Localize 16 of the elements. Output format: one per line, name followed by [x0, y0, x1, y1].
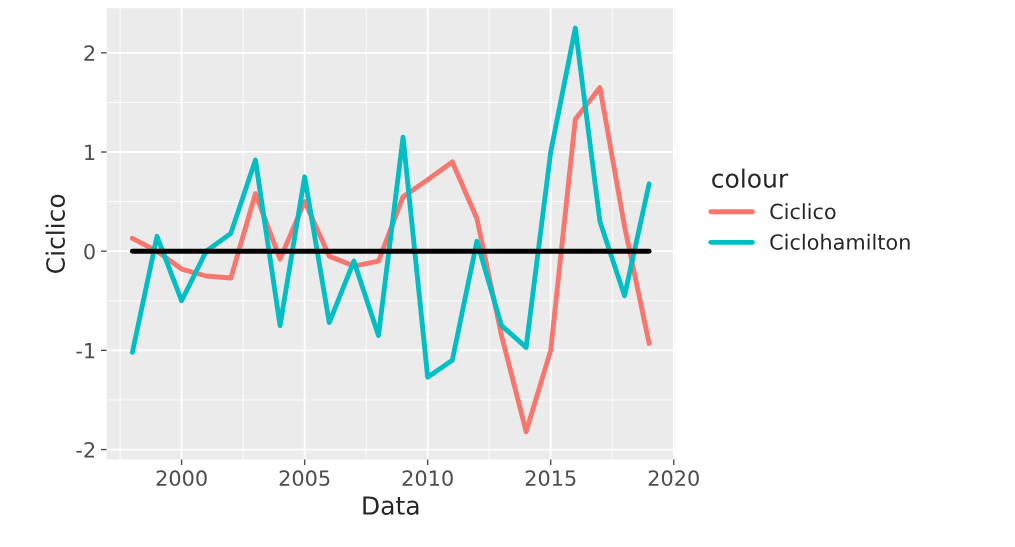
x-axis-title: Data: [363, 496, 419, 515]
y-tick-label: 2: [84, 45, 95, 61]
legend-label: Ciclico: [770, 203, 836, 220]
y-tick-label: -2: [76, 442, 95, 458]
x-tick-label: 2000: [156, 470, 207, 487]
x-tick-label: 2015: [525, 470, 576, 487]
y-tick-label: 0: [84, 243, 95, 260]
line-series: [129, 25, 652, 380]
y-tick-label: 1: [85, 144, 95, 160]
y-tick-label: -1: [76, 343, 95, 359]
x-tick-label: 2010: [402, 470, 453, 487]
y-axis-title: Ciclico: [45, 194, 65, 273]
x-tick-label: 2020: [648, 470, 699, 487]
legend-label: Ciclohamilton: [770, 233, 910, 250]
legend-title: colour: [712, 168, 789, 188]
x-tick-label: 2005: [279, 470, 330, 487]
